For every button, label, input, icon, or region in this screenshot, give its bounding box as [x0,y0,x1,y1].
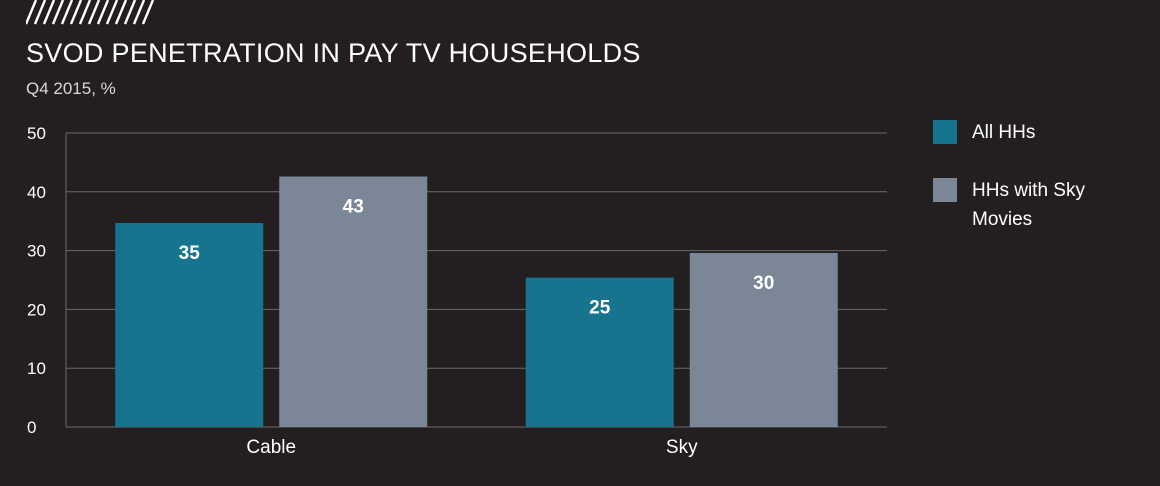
y-tick-label: 10 [27,359,46,378]
hatch-stripe [26,0,38,25]
y-tick-label: 20 [27,300,46,319]
hatch-stripe [78,0,92,25]
bar-sky-series-1 [689,252,838,427]
chart-subtitle: Q4 2015, % [26,79,116,98]
y-tick-label: 0 [27,418,36,437]
legend-item-all-hhs: All HHs [933,118,1153,176]
hatch-stripe [105,0,119,25]
hatch-stripe [42,0,56,25]
chart-title: SVOD PENETRATION IN PAY TV HOUSEHOLDS [26,38,641,68]
hatch-decoration [26,0,155,25]
y-tick-label: 30 [27,242,46,261]
hatch-stripe [114,0,128,25]
data-label: 30 [753,273,774,294]
hatch-stripe [141,0,155,25]
legend-label-all-hhs: All HHs [972,122,1036,143]
hatch-stripe [87,0,101,25]
legend-swatch-all-hhs [933,120,957,144]
y-tick-label: 50 [27,124,46,143]
hatch-stripe [51,0,65,25]
x-tick-label: Sky [666,437,698,458]
bar-sky-series-0 [525,277,674,427]
hatch-stripe [33,0,47,25]
legend-swatch-hhs-with-sky-movies [933,178,957,202]
x-tick-label: Cable [246,437,296,458]
hatch-stripe [60,0,74,25]
bar-cable-series-1 [279,176,428,427]
legend-item-hhs-with-sky-movies: HHs with Sky Movies [933,176,1153,234]
hatch-stripe [123,0,137,25]
data-label: 43 [343,197,364,218]
data-label: 35 [179,243,201,264]
legend: All HHs HHs with Sky Movies [933,118,1153,234]
data-label: 25 [589,298,611,319]
bar-cable-series-0 [115,222,264,427]
y-tick-label: 40 [27,183,46,202]
hatch-stripe [69,0,83,25]
hatch-stripe [132,0,146,25]
legend-label-hhs-with-sky-movies: HHs with Sky Movies [972,180,1085,230]
hatch-stripe [96,0,110,25]
